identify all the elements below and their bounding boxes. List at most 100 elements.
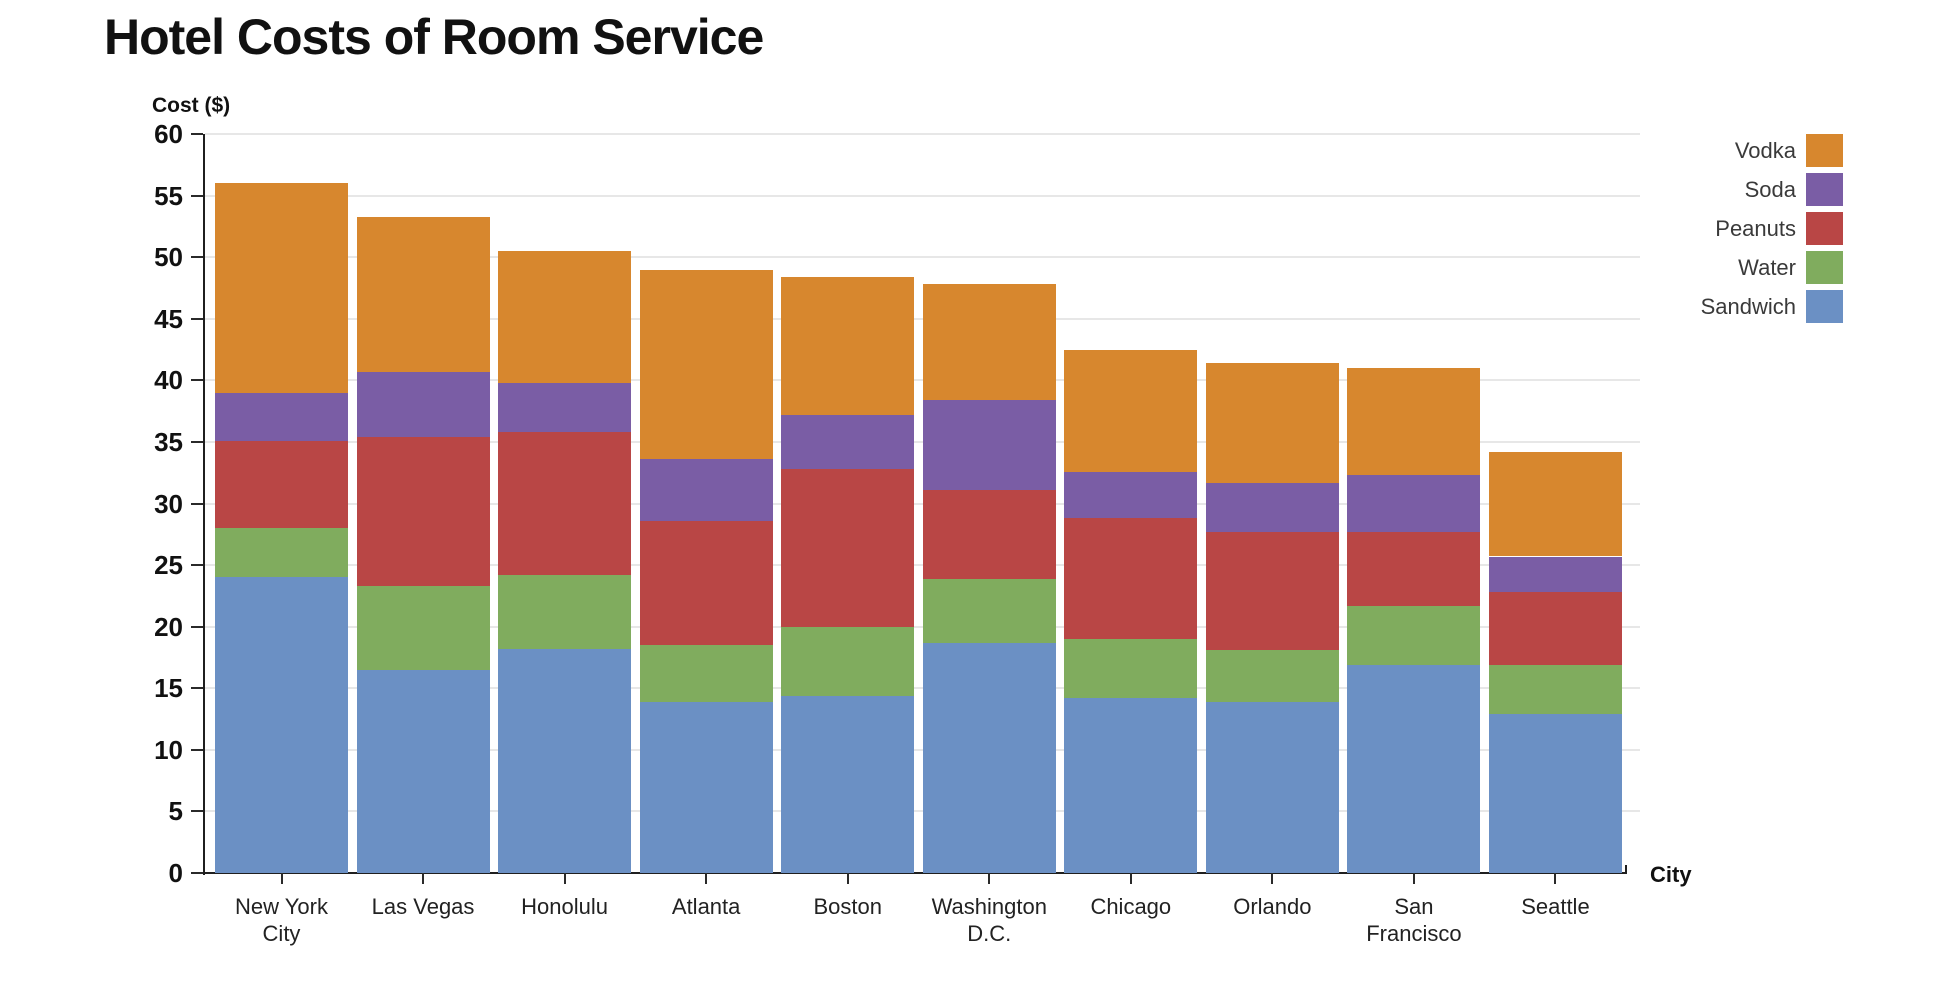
bar-segment-peanuts	[781, 469, 915, 627]
bar-orlando	[1205, 0, 1339, 873]
bar-segment-soda	[215, 392, 348, 441]
gridline	[205, 687, 1640, 690]
bar-segment-soda	[1064, 471, 1198, 519]
bar-segment-water	[781, 626, 915, 696]
bar-segment-water	[498, 574, 632, 649]
bar-segment-sandwich	[356, 669, 490, 873]
bar-segment-soda	[1488, 556, 1622, 593]
bar-segment-vodka	[1488, 451, 1622, 557]
x-tick	[1554, 873, 1557, 884]
x-tick-label: San Francisco	[1366, 894, 1462, 946]
legend-label-water: Water	[1738, 254, 1796, 280]
bar-segment-soda	[639, 459, 773, 521]
bar-segment-sandwich	[1347, 664, 1481, 873]
y-tick-label: 25	[154, 550, 183, 581]
legend-swatch-soda	[1806, 173, 1843, 206]
x-tick	[988, 873, 991, 884]
y-tick	[191, 810, 203, 813]
x-axis-line	[203, 872, 1627, 874]
chart-title: Hotel Costs of Room Service	[104, 9, 764, 65]
gridline	[205, 564, 1640, 567]
x-tick-label: Boston	[813, 894, 882, 919]
bar-segment-vodka	[498, 251, 632, 383]
y-tick-label: 45	[154, 303, 183, 334]
x-tick-label: Washington D.C.	[931, 894, 1047, 946]
bar-segment-soda	[922, 400, 1056, 490]
bar-segment-vodka	[356, 216, 490, 372]
gridline	[205, 256, 1640, 259]
bar-las-vegas	[356, 0, 490, 873]
bar-segment-vodka	[781, 276, 915, 415]
bar-segment-peanuts	[1488, 592, 1622, 665]
bar-segment-water	[356, 586, 490, 670]
x-tick-label: Las Vegas	[371, 894, 475, 919]
x-tick-label: Chicago	[1090, 894, 1172, 919]
gridline	[205, 810, 1640, 813]
y-tick	[191, 133, 203, 136]
y-tick	[191, 440, 203, 443]
y-tick	[191, 317, 203, 320]
legend: Vodka Soda Peanuts Water Sandwich	[1701, 131, 1843, 326]
legend-label-vodka: Vodka	[1734, 137, 1796, 163]
bar-segment-vodka	[922, 284, 1056, 401]
y-tick-label: 15	[154, 673, 183, 704]
gridline	[205, 133, 1640, 136]
y-tick	[191, 502, 203, 505]
y-tick-label: 40	[154, 365, 183, 396]
bar-san-francisco	[1347, 0, 1481, 873]
y-tick-label: 35	[154, 426, 183, 457]
bar-honolulu	[498, 0, 632, 873]
legend-label-soda: Soda	[1744, 176, 1796, 202]
y-axis-line	[203, 134, 205, 875]
bar-atlanta	[639, 0, 773, 873]
bar-segment-sandwich	[215, 577, 348, 873]
gridline	[205, 194, 1640, 197]
gridline	[205, 440, 1640, 443]
legend-label-sandwich: Sandwich	[1700, 293, 1796, 319]
bar-segment-sandwich	[781, 695, 915, 873]
bar-segment-water	[639, 645, 773, 702]
legend-swatch-water	[1806, 251, 1843, 284]
gridline	[205, 748, 1640, 751]
bar-segment-vodka	[1205, 363, 1339, 483]
bar-segment-peanuts	[498, 432, 632, 575]
bar-segment-peanuts	[639, 520, 773, 646]
bar-segment-vodka	[215, 183, 348, 393]
bar-segment-water	[215, 528, 348, 578]
y-tick-label: 50	[154, 242, 183, 273]
x-tick	[705, 873, 708, 884]
x-tick	[1129, 873, 1132, 884]
gridline	[205, 625, 1640, 628]
bar-chicago	[1064, 0, 1198, 873]
x-axis-title: City	[1650, 862, 1692, 887]
legend-row: Peanuts	[1701, 209, 1843, 248]
x-tick	[422, 873, 425, 884]
x-tick	[563, 873, 566, 884]
gridline	[205, 502, 1640, 505]
bar-segment-soda	[356, 371, 490, 438]
y-tick	[191, 687, 203, 690]
x-tick-label: Seattle	[1521, 894, 1590, 919]
y-tick	[191, 625, 203, 628]
y-tick	[191, 194, 203, 197]
bar-segment-vodka	[639, 269, 773, 460]
y-tick	[191, 256, 203, 259]
legend-row: Water	[1701, 248, 1843, 287]
bar-segment-peanuts	[1064, 518, 1198, 639]
x-tick-label: Atlanta	[671, 894, 741, 919]
bar-segment-peanuts	[356, 437, 490, 587]
legend-label-peanuts: Peanuts	[1715, 215, 1796, 241]
y-tick-label: 55	[154, 180, 183, 211]
bar-boston	[781, 0, 915, 873]
x-tick-label: Orlando	[1233, 894, 1312, 919]
bar-segment-peanuts	[1347, 531, 1481, 606]
y-tick-label: 60	[154, 119, 183, 150]
bar-segment-water	[1064, 639, 1198, 699]
bar-segment-water	[1488, 664, 1622, 715]
legend-row: Vodka	[1701, 131, 1843, 170]
bar-segment-vodka	[1064, 349, 1198, 472]
x-tick	[1271, 873, 1274, 884]
bar-segment-soda	[1205, 482, 1339, 532]
y-tick-label: 30	[154, 488, 183, 519]
